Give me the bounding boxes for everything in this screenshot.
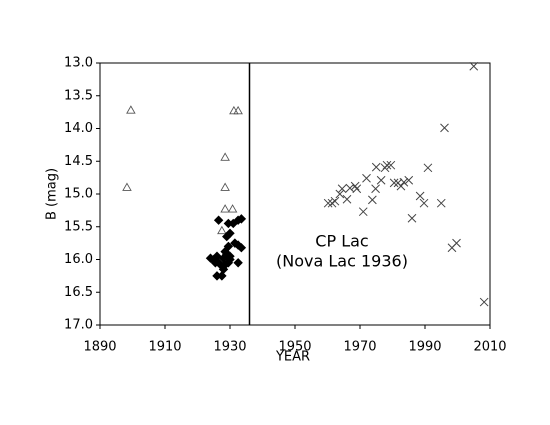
- point: [229, 105, 239, 115]
- point: [371, 184, 380, 194]
- point: [396, 181, 406, 191]
- point: [382, 160, 392, 170]
- y-tick-label: 16.5: [64, 285, 93, 300]
- x-tick-label: 1970: [343, 340, 376, 355]
- x-tick-label: 1990: [408, 340, 441, 355]
- point: [350, 181, 360, 191]
- point: [342, 194, 352, 204]
- point: [225, 254, 235, 265]
- point: [222, 231, 232, 242]
- y-tick-label: 13.5: [64, 88, 93, 103]
- x-tick-label: 1930: [213, 340, 246, 355]
- x-axis-label: YEAR: [275, 350, 310, 365]
- point: [236, 243, 247, 253]
- point: [362, 173, 371, 183]
- point: [345, 183, 355, 193]
- point: [227, 204, 238, 213]
- point: [210, 258, 221, 268]
- y-tick-label: 13.0: [64, 56, 93, 71]
- point: [371, 162, 381, 172]
- point: [122, 182, 132, 191]
- point: [220, 204, 230, 213]
- point: [323, 198, 333, 208]
- point: [213, 215, 224, 225]
- point: [367, 195, 377, 205]
- point: [440, 123, 449, 133]
- point: [469, 61, 479, 71]
- point: [330, 196, 340, 206]
- point: [220, 182, 230, 191]
- point: [236, 214, 247, 224]
- y-tick-label: 14.0: [64, 121, 93, 136]
- point: [233, 105, 243, 115]
- plot-area: [99, 62, 491, 326]
- point: [376, 175, 386, 185]
- point: [452, 238, 461, 248]
- point: [386, 160, 396, 170]
- y-tick-label: 15.0: [64, 187, 93, 202]
- point: [217, 225, 227, 235]
- point: [358, 207, 368, 217]
- annotation: (Nova Lac 1936): [276, 252, 408, 271]
- point: [389, 178, 399, 188]
- point: [399, 177, 409, 187]
- annotation: CP Lac: [315, 232, 368, 251]
- x-tick-label: 1890: [83, 340, 116, 355]
- point: [337, 184, 347, 194]
- point: [217, 271, 227, 281]
- point: [407, 213, 417, 223]
- point: [419, 198, 429, 208]
- x-tick-label: 1950: [278, 340, 311, 355]
- point: [327, 198, 337, 208]
- point: [220, 246, 230, 257]
- y-tick-label: 15.5: [64, 219, 93, 234]
- point: [335, 189, 345, 199]
- point: [423, 163, 433, 173]
- point: [436, 198, 446, 208]
- point: [479, 297, 489, 307]
- point: [220, 152, 230, 161]
- y-tick-label: 17.0: [64, 318, 93, 333]
- y-tick-label: 14.5: [64, 154, 93, 169]
- y-tick-label: 16.0: [64, 252, 93, 267]
- x-tick-label: 2010: [473, 340, 506, 355]
- y-axis-label: B (mag): [45, 168, 60, 220]
- point: [352, 184, 362, 194]
- point: [404, 175, 414, 185]
- x-tick-label: 1910: [148, 340, 181, 355]
- point: [126, 105, 136, 114]
- point: [233, 258, 243, 268]
- point: [415, 191, 425, 201]
